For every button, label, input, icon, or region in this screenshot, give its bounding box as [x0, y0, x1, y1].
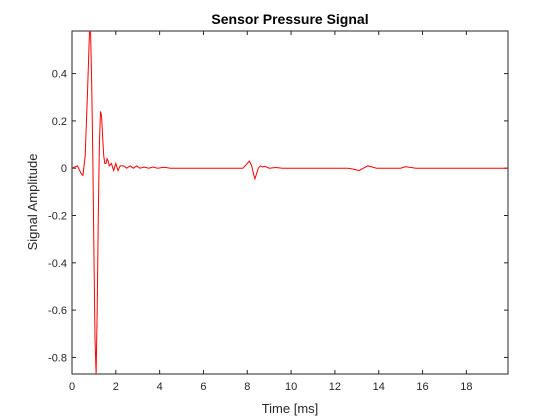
- ticks-layer: 0 2 4 6 8 10 12 14 16 18 -0.8 -0.6 -0.4 -0.2 0 0.2 0.4: [48, 31, 508, 393]
- x-axis-label: Time [ms]: [262, 401, 319, 416]
- x-tick-label: 2: [113, 381, 119, 393]
- y-tick-label: 0.2: [52, 116, 67, 128]
- x-tick-label: 6: [200, 381, 206, 393]
- x-tick-label: 12: [329, 381, 341, 393]
- y-tick-label: -0.4: [48, 258, 67, 270]
- x-tick-label: 14: [373, 381, 385, 393]
- x-tick-label: 16: [416, 381, 428, 393]
- x-tick-label: 10: [285, 381, 297, 393]
- x-tick-label: 8: [244, 381, 250, 393]
- chart-title: Sensor Pressure Signal: [211, 11, 368, 27]
- x-tick-label: 0: [69, 381, 75, 393]
- y-tick-label: -0.2: [48, 211, 67, 223]
- signal-line: [71, 30, 508, 375]
- y-tick-label: -0.6: [48, 305, 67, 317]
- x-tick-label: 18: [460, 381, 472, 393]
- y-tick-label: 0.4: [52, 69, 67, 81]
- y-axis-label: Signal Amplitude: [25, 154, 40, 251]
- y-tick-label: -0.8: [48, 352, 67, 364]
- x-tick-label: 4: [157, 381, 163, 393]
- plot-frame: [71, 30, 509, 375]
- y-tick-label: 0: [61, 163, 67, 175]
